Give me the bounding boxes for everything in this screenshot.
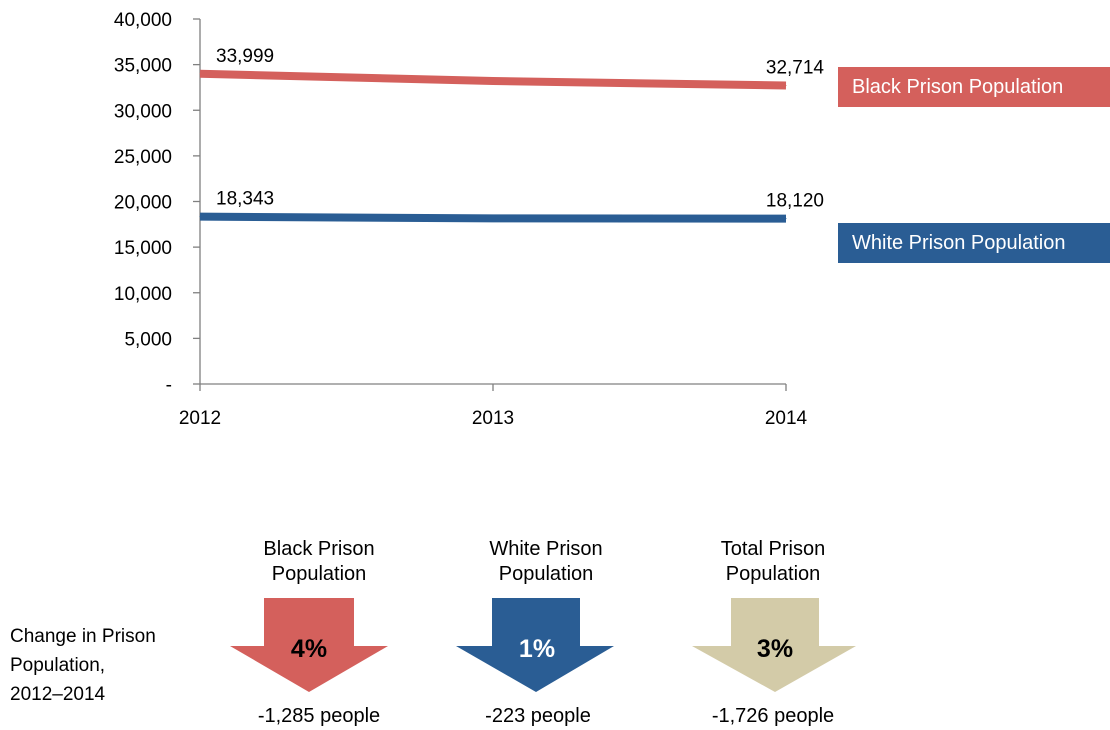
down-arrow-icon: [456, 598, 614, 692]
arrow-title-line: Population: [271, 563, 367, 585]
y-tick-label: 35,000: [114, 56, 172, 77]
data-label: 18,343: [216, 189, 274, 210]
arrow-title-line: White Prison: [489, 538, 603, 560]
data-point: [492, 217, 494, 219]
y-tick-label: 10,000: [114, 284, 172, 305]
data-point: [785, 218, 787, 220]
y-tick-label: 15,000: [114, 238, 172, 259]
data-label: 32,714: [766, 57, 825, 78]
arrow-title-line: Population: [498, 563, 594, 585]
y-tick-label: -: [166, 375, 172, 396]
data-point: [199, 216, 201, 218]
y-tick-label: 5,000: [124, 329, 172, 350]
arrow-title-black: Black Prison Population: [219, 537, 419, 587]
arrow-people-black: -1,285 people: [257, 705, 381, 727]
legend-white-prison-population: White Prison Population: [838, 223, 1110, 263]
change-row-label-line: Population,: [10, 655, 106, 676]
data-point: [785, 84, 787, 86]
change-row-label-line: Change in Prison: [10, 626, 156, 647]
arrow-people-total: -1,726 people: [711, 705, 835, 727]
data-label: 33,999: [216, 46, 274, 67]
change-row-label: Change in Prison Population, 2012–2014: [10, 622, 156, 709]
data-point: [492, 80, 494, 82]
y-tick-label: 30,000: [114, 101, 172, 122]
chart-series: [199, 69, 787, 223]
arrow-title-total: Total Prison Population: [673, 537, 873, 587]
change-row-label-line: 2012–2014: [10, 684, 106, 705]
chart-data-labels: 33,999 32,714 18,343 18,120: [216, 46, 824, 212]
arrow-percent-white: 1%: [519, 635, 555, 663]
arrow-percent-total: 3%: [757, 635, 793, 663]
down-arrow-icon: [230, 598, 388, 692]
x-tick-label: 2014: [765, 408, 808, 429]
arrow-title-line: Population: [725, 563, 821, 585]
y-tick-label: 25,000: [114, 147, 172, 168]
chart-axes: - 5,000 10,000 15,000 20,000 25,000 30,000 35,0…: [114, 10, 808, 429]
down-arrow-icon: [692, 598, 856, 692]
arrow-title-white: White Prison Population: [446, 537, 646, 587]
series-line-black: [199, 69, 787, 90]
y-tick-label: 20,000: [114, 193, 172, 214]
x-tick-label: 2012: [179, 408, 221, 429]
line-chart: - 5,000 10,000 15,000 20,000 25,000 30,000 35,0…: [114, 10, 825, 429]
y-tick-label: 40,000: [114, 10, 172, 31]
data-label: 18,120: [766, 191, 824, 212]
arrow-title-line: Total Prison: [720, 538, 826, 560]
x-tick-label: 2013: [472, 408, 514, 429]
arrow-title-line: Black Prison: [263, 538, 375, 560]
data-point: [199, 73, 201, 75]
legend-black-prison-population: Black Prison Population: [838, 67, 1110, 107]
arrow-percent-black: 4%: [291, 635, 327, 663]
arrow-people-white: -223 people: [485, 705, 591, 727]
